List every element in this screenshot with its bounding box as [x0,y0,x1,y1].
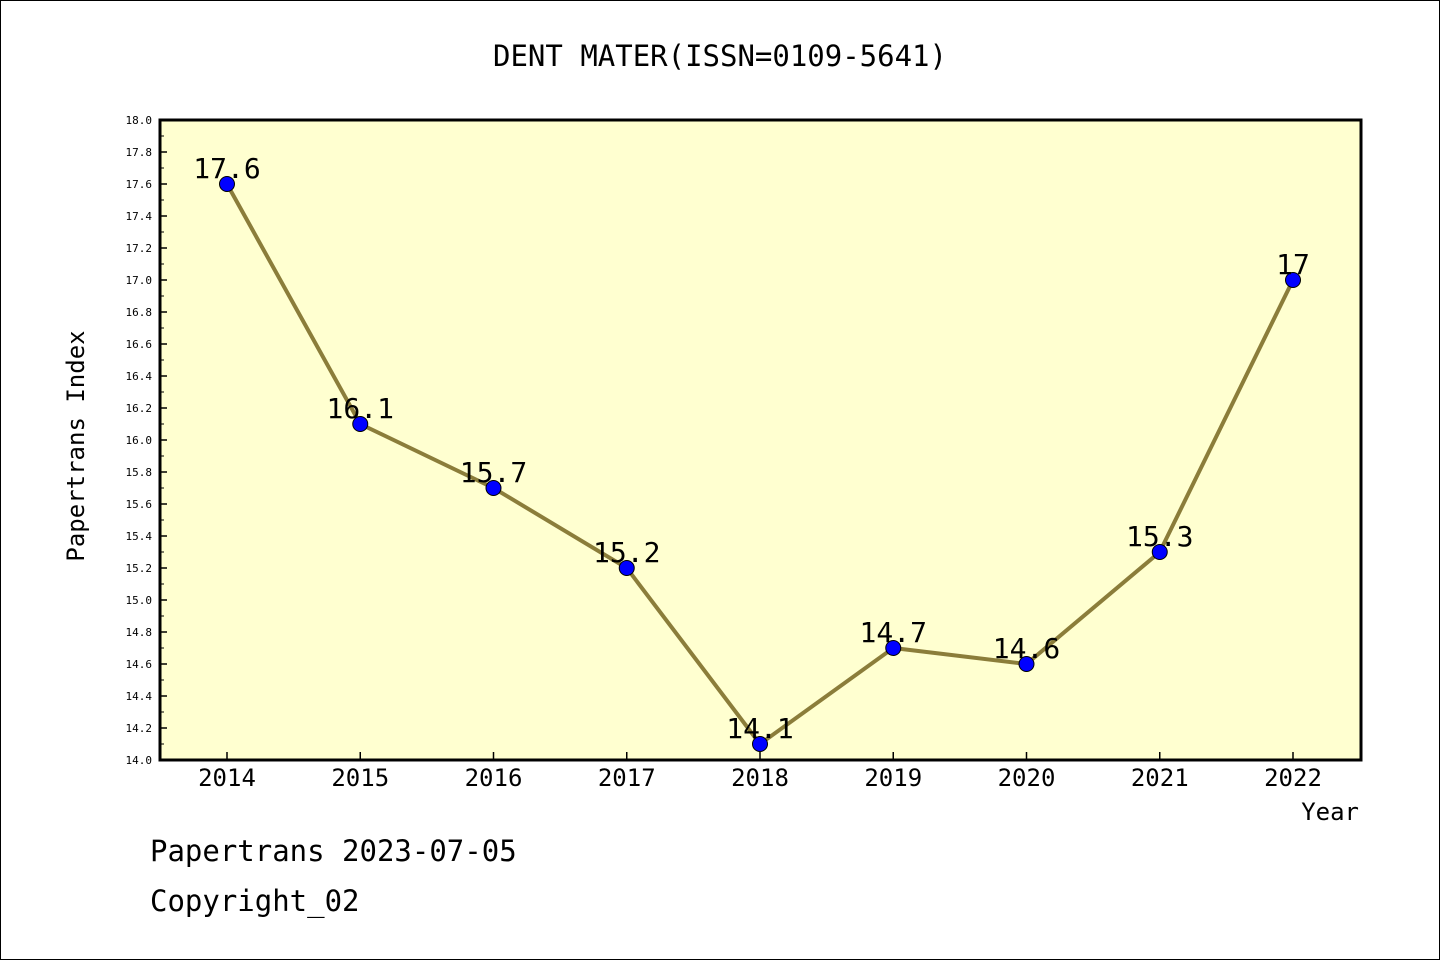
data-point [1285,272,1301,288]
y-tick-label: 16.4 [126,370,153,383]
y-tick-label: 14.2 [126,722,153,735]
y-tick-label: 14.4 [126,690,153,703]
y-tick-label: 17.6 [126,178,153,191]
data-label: 17.6 [193,152,260,185]
x-tick-label: 2018 [731,764,789,792]
data-label: 15.2 [593,536,660,569]
y-tick-label: 15.0 [126,594,153,607]
x-axis-ticks: 2014 2015 2016 2017 2018 2019 2020 2021 2022 [198,752,1322,792]
y-axis-label: Papertrans Index [62,330,90,561]
y-tick-label: 17.8 [126,146,153,159]
data-label: 17 [1276,248,1310,281]
data-label: 15.7 [460,456,527,489]
x-tick-label: 2019 [864,764,922,792]
y-tick-label: 15.8 [126,466,153,479]
y-tick-label: 14.0 [126,754,153,767]
footer-copyright: Copyright_02 [150,884,360,918]
y-tick-label: 16.6 [126,338,153,351]
data-label: 14.7 [860,616,927,649]
x-tick-label: 2016 [465,764,523,792]
data-point [352,416,369,432]
x-tick-label: 2020 [998,764,1056,792]
y-tick-label: 16.8 [126,306,153,319]
data-points [219,176,1301,752]
plot-area [158,118,1363,762]
data-point [1018,656,1035,672]
data-point [485,480,502,496]
chart-title: DENT MATER(ISSN=0109-5641) [493,39,947,73]
data-label: 15.3 [1126,520,1193,553]
data-point [1151,544,1168,560]
y-tick-label: 15.6 [126,498,153,511]
y-tick-label: 17.0 [126,274,153,287]
y-tick-label: 18.0 [126,114,153,127]
y-tick-label: 14.6 [126,658,153,671]
data-point [885,640,902,656]
y-tick-label: 17.4 [126,210,153,223]
data-label: 14.6 [993,632,1060,665]
y-tick-label: 14.8 [126,626,153,639]
y-tick-label: 17.2 [126,242,153,255]
data-point [618,560,635,576]
x-axis-label: Year [1301,798,1359,826]
y-axis-ticks: 14.0 14.2 14.4 14.6 14.8 15.0 15.2 15.4 15.6 15.8… [126,114,167,767]
data-point [752,736,768,752]
footer-date: Papertrans 2023-07-05 [150,834,517,868]
data-label: 14.1 [726,712,793,745]
y-tick-label: 16.2 [126,402,153,415]
y-tick-label: 16.0 [126,434,153,447]
data-point [219,176,235,192]
x-tick-label: 2022 [1264,764,1322,792]
x-tick-label: 2017 [598,764,656,792]
y-tick-label: 15.2 [126,562,153,575]
x-tick-label: 2014 [198,764,256,792]
data-labels: 17.6 16.1 15.7 15.2 14.1 14.7 14.6 15.3 17 [193,152,1310,745]
y-tick-label: 15.4 [126,530,153,543]
x-tick-label: 2015 [331,764,389,792]
x-tick-label: 2021 [1131,764,1189,792]
data-label: 16.1 [327,392,394,425]
